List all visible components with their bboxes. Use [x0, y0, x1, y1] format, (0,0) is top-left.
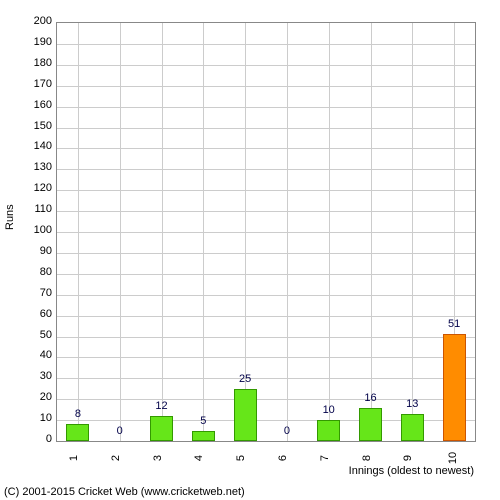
y-tick-label: 80 [22, 266, 52, 278]
x-tick-label: 1 [68, 455, 80, 461]
bar-value-label: 51 [448, 318, 460, 330]
x-gridline [329, 23, 330, 441]
x-axis-label: Innings (oldest to newest) [349, 465, 474, 477]
bar-value-label: 25 [239, 373, 251, 385]
x-gridline [203, 23, 204, 441]
x-tick-label: 8 [361, 455, 373, 461]
y-tick-label: 20 [22, 391, 52, 403]
bar [401, 414, 424, 441]
y-tick-label: 160 [22, 99, 52, 111]
bar-value-label: 0 [284, 425, 290, 437]
y-tick-label: 200 [22, 15, 52, 27]
y-tick-label: 150 [22, 120, 52, 132]
x-tick-label: 7 [319, 455, 331, 461]
bar [317, 420, 340, 441]
y-tick-label: 110 [22, 203, 52, 215]
x-gridline [412, 23, 413, 441]
x-tick-label: 10 [447, 452, 459, 464]
bar-value-label: 5 [200, 415, 206, 427]
y-tick-label: 190 [22, 36, 52, 48]
y-tick-label: 60 [22, 308, 52, 320]
x-tick-label: 5 [235, 455, 247, 461]
y-tick-label: 30 [22, 370, 52, 382]
x-tick-label: 4 [193, 455, 205, 461]
y-tick-label: 130 [22, 161, 52, 173]
bar-value-label: 8 [75, 408, 81, 420]
y-tick-label: 70 [22, 287, 52, 299]
y-tick-label: 0 [22, 433, 52, 445]
x-tick-label: 6 [277, 455, 289, 461]
x-gridline [120, 23, 121, 441]
bar-value-label: 12 [155, 400, 167, 412]
bar-value-label: 10 [323, 404, 335, 416]
x-gridline [371, 23, 372, 441]
y-tick-label: 100 [22, 224, 52, 236]
y-tick-label: 90 [22, 245, 52, 257]
x-gridline [162, 23, 163, 441]
y-tick-label: 180 [22, 57, 52, 69]
x-tick-label: 9 [402, 455, 414, 461]
y-tick-label: 170 [22, 78, 52, 90]
y-tick-label: 120 [22, 182, 52, 194]
bar [234, 389, 257, 441]
y-tick-label: 10 [22, 412, 52, 424]
y-tick-label: 40 [22, 349, 52, 361]
copyright-text: (C) 2001-2015 Cricket Web (www.cricketwe… [4, 486, 245, 498]
x-gridline [287, 23, 288, 441]
bar [66, 424, 89, 441]
bar [150, 416, 173, 441]
x-gridline [78, 23, 79, 441]
y-axis-label: Runs [4, 204, 16, 230]
bar [443, 334, 466, 441]
chart-container: 8012525010161351 Runs Innings (oldest to… [0, 0, 500, 500]
bar [359, 408, 382, 441]
bar-value-label: 13 [406, 398, 418, 410]
x-tick-label: 2 [110, 455, 122, 461]
y-tick-label: 50 [22, 329, 52, 341]
bar-value-label: 0 [117, 425, 123, 437]
plot-area: 8 0 12 5 25 0 10 16 13 51 [56, 22, 476, 442]
bar-value-label: 16 [364, 392, 376, 404]
y-tick-label: 140 [22, 140, 52, 152]
x-tick-label: 3 [152, 455, 164, 461]
bar [192, 431, 215, 441]
